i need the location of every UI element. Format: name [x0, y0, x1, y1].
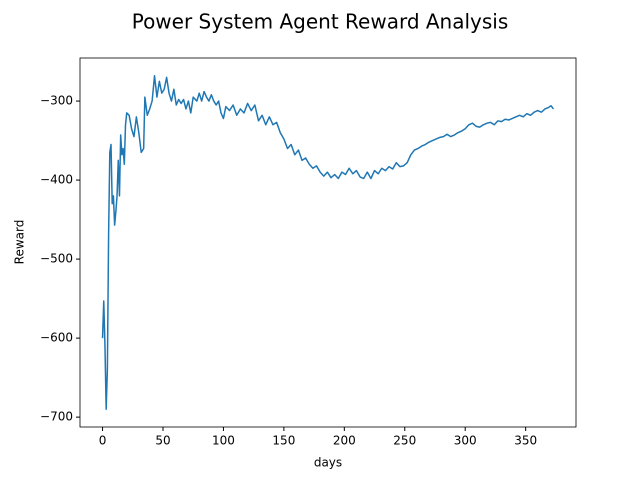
x-tick-label: 150	[272, 434, 295, 448]
x-tick-label: 350	[514, 434, 537, 448]
x-tick-label: 300	[454, 434, 477, 448]
y-tick-label: −600	[40, 331, 73, 345]
x-tick-label: 50	[155, 434, 170, 448]
x-tick-label: 250	[393, 434, 416, 448]
y-axis-label: Reward	[13, 220, 27, 265]
x-tick-label: 0	[99, 434, 107, 448]
y-tick-label: −500	[40, 252, 73, 266]
chart-title: Power System Agent Reward Analysis	[132, 10, 509, 34]
x-tick-label: 200	[333, 434, 356, 448]
y-tick-label: −700	[40, 410, 73, 424]
line	[101, 75, 555, 410]
y-tick-label: −400	[40, 173, 73, 187]
y-tick-label: −300	[40, 94, 73, 108]
plot-frame	[79, 57, 577, 428]
x-axis-label: days	[314, 456, 342, 470]
x-tick-label: 100	[212, 434, 235, 448]
